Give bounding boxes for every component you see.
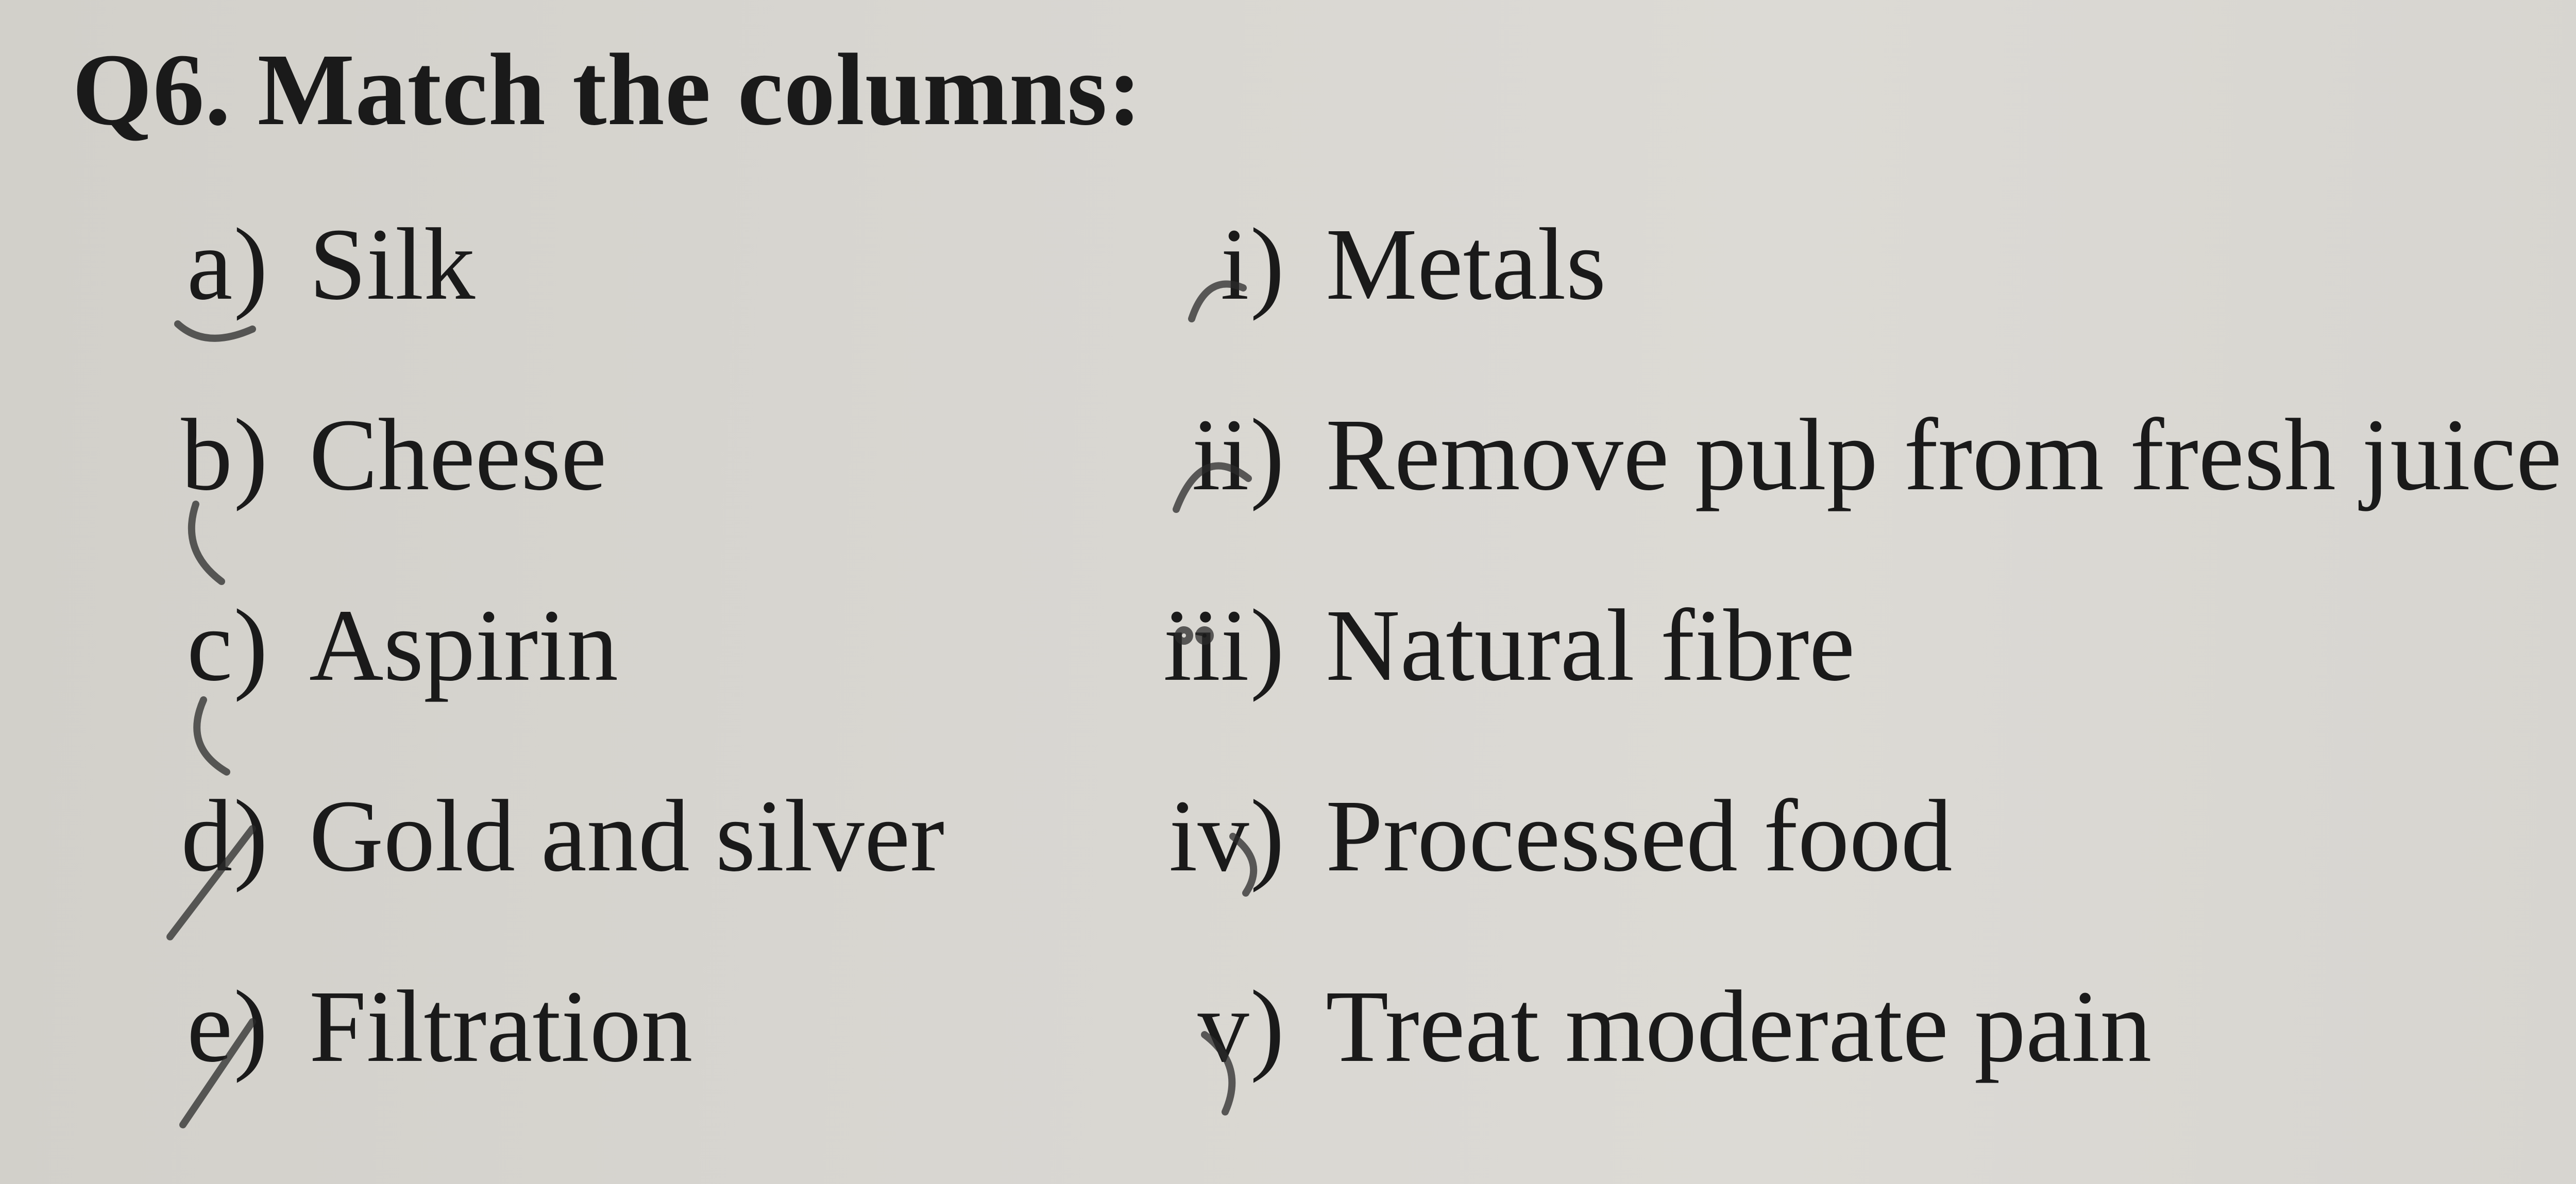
right-label-iv: iv: [1169, 779, 1249, 893]
right-text-ii: Remove pulp from fresh juice: [1326, 401, 2562, 509]
left-paren-a: ): [233, 208, 268, 321]
left-label-e-wrap: e): [103, 973, 268, 1081]
right-paren-i: ): [1250, 208, 1285, 321]
right-paren-v: ): [1250, 970, 1285, 1084]
right-item-ii: ii) Remove pulp from fresh juice: [1109, 360, 2562, 551]
right-paren-iii: ): [1250, 589, 1285, 702]
left-text-c: Aspirin: [309, 592, 618, 700]
left-item-b: b) Cheese: [103, 360, 944, 551]
right-label-iii-wrap: iii): [1109, 592, 1284, 700]
match-columns-container: a) Silk b) Cheese c) Aspirin: [103, 169, 2576, 1122]
right-text-v: Treat moderate pain: [1326, 973, 2151, 1081]
right-label-ii-wrap: ii): [1109, 401, 1284, 509]
left-text-b: Cheese: [309, 401, 607, 509]
left-paren-d: ): [233, 779, 268, 893]
right-label-ii: ii: [1192, 398, 1249, 512]
left-item-e: e) Filtration: [103, 932, 944, 1122]
right-item-iii: iii) Natural fibre: [1109, 551, 2562, 741]
left-column: a) Silk b) Cheese c) Aspirin: [103, 169, 944, 1122]
right-item-iv: iv) Processed food: [1109, 741, 2562, 932]
right-label-i-wrap: i): [1109, 211, 1284, 319]
right-item-v: v) Treat moderate pain: [1109, 932, 2562, 1122]
left-label-e: e: [187, 970, 233, 1084]
left-paren-b: ): [233, 398, 268, 512]
right-item-i: i) Metals: [1109, 169, 2562, 360]
right-text-iii: Natural fibre: [1326, 592, 1855, 700]
right-paren-ii: ): [1250, 398, 1285, 512]
left-item-d: d) Gold and silver: [103, 741, 944, 932]
left-item-c: c) Aspirin: [103, 551, 944, 741]
left-label-b: b: [181, 398, 232, 512]
left-text-e: Filtration: [309, 973, 692, 1081]
right-paren-iv: ): [1250, 779, 1285, 893]
left-paren-e: ): [233, 970, 268, 1084]
left-label-d: d: [181, 779, 232, 893]
right-label-v: v: [1198, 970, 1249, 1084]
right-text-i: Metals: [1326, 211, 1606, 319]
left-label-a: a: [187, 208, 233, 321]
left-text-a: Silk: [309, 211, 475, 319]
right-label-v-wrap: v): [1109, 973, 1284, 1081]
right-text-iv: Processed food: [1326, 782, 1952, 890]
left-label-b-wrap: b): [103, 401, 268, 509]
left-label-c-wrap: c): [103, 592, 268, 700]
right-label-iii: iii: [1163, 589, 1249, 702]
left-label-d-wrap: d): [103, 782, 268, 890]
left-text-d: Gold and silver: [309, 782, 944, 890]
right-column: i) Metals ii) Remove pulp from fresh jui…: [1109, 169, 2562, 1122]
left-label-c: c: [187, 589, 233, 702]
right-label-iv-wrap: iv): [1109, 782, 1284, 890]
left-paren-c: ): [233, 589, 268, 702]
left-label-a-wrap: a): [103, 211, 268, 319]
left-item-a: a) Silk: [103, 169, 944, 360]
worksheet-page: [1 Q6. Match the columns: a) Silk b) Che…: [0, 0, 2576, 1184]
question-heading: Q6. Match the columns:: [72, 31, 2576, 149]
right-label-i: i: [1221, 208, 1249, 321]
